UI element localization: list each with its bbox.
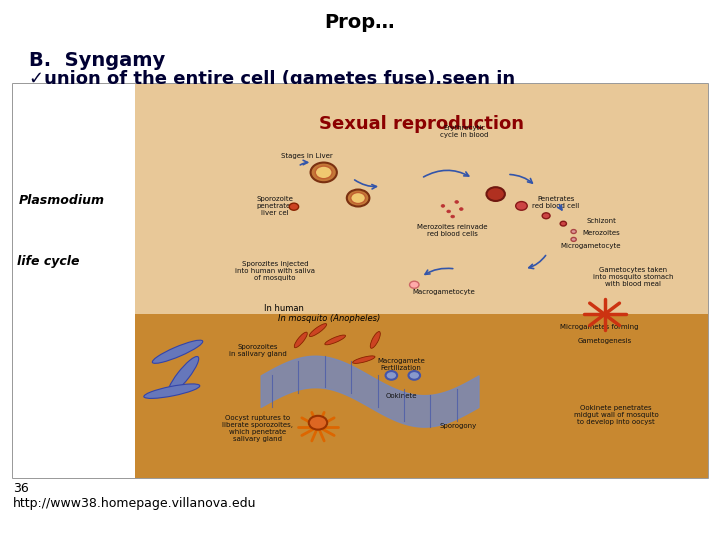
Text: Macrogamete
Fertilization: Macrogamete Fertilization: [377, 357, 425, 370]
Circle shape: [289, 203, 299, 210]
Text: Erythrocytic
cycle in blood: Erythrocytic cycle in blood: [440, 125, 488, 138]
Text: Macrogametocyte: Macrogametocyte: [413, 289, 475, 295]
Ellipse shape: [294, 332, 307, 348]
Text: Sporozoite
penetrates
liver cel: Sporozoite penetrates liver cel: [256, 196, 294, 216]
Ellipse shape: [370, 332, 380, 348]
Circle shape: [571, 238, 576, 241]
Text: B.  Syngamy: B. Syngamy: [29, 51, 165, 70]
Ellipse shape: [144, 384, 199, 399]
Text: apicomplexan: apicomplexan: [29, 87, 169, 105]
Text: In mosquito (Anopheles): In mosquito (Anopheles): [279, 314, 381, 322]
Text: Prop…: Prop…: [325, 14, 395, 32]
Bar: [135, 314, 708, 478]
Circle shape: [386, 371, 397, 380]
Text: Oocyst ruptures to
liberate sporozoites,
which penetrate
salivary gland: Oocyst ruptures to liberate sporozoites,…: [222, 415, 293, 442]
Text: Plasmodium: Plasmodium: [19, 194, 104, 207]
Circle shape: [455, 200, 459, 204]
Text: Schizont: Schizont: [587, 218, 616, 224]
Ellipse shape: [168, 356, 199, 394]
Circle shape: [516, 201, 527, 210]
Ellipse shape: [325, 335, 346, 345]
Circle shape: [571, 230, 576, 233]
Text: Merozoites reinvade
red blood cells: Merozoites reinvade red blood cells: [418, 224, 488, 237]
Text: Stages in Liver: Stages in Liver: [281, 153, 333, 159]
Bar: [13, 84, 135, 478]
Circle shape: [542, 213, 550, 219]
Circle shape: [408, 371, 420, 380]
Text: ✓union of the entire cell (gametes fuse),seen in: ✓union of the entire cell (gametes fuse)…: [29, 70, 515, 88]
Text: Microgametes forming: Microgametes forming: [559, 324, 638, 330]
Text: Gametocytes taken
into mosquito stomach
with blood meal: Gametocytes taken into mosquito stomach …: [593, 267, 673, 287]
Circle shape: [451, 215, 454, 218]
Text: Ookinete: Ookinete: [385, 393, 417, 399]
Circle shape: [309, 416, 327, 430]
Ellipse shape: [153, 340, 203, 363]
Text: In human: In human: [264, 305, 304, 313]
Text: Sporozoites
in salivary gland: Sporozoites in salivary gland: [229, 344, 287, 357]
Circle shape: [560, 221, 567, 226]
Circle shape: [310, 163, 337, 183]
Text: life cycle: life cycle: [17, 255, 80, 268]
Text: Gametogenesis: Gametogenesis: [577, 338, 631, 344]
Text: Sporogony: Sporogony: [440, 423, 477, 429]
Circle shape: [441, 205, 445, 207]
Text: http://www38.homepage.villanova.edu: http://www38.homepage.villanova.edu: [13, 497, 256, 510]
Circle shape: [459, 208, 463, 211]
Ellipse shape: [310, 323, 327, 336]
Text: Ookinete penetrates
midgut wall of mosquito
to develop into oocyst: Ookinete penetrates midgut wall of mosqu…: [574, 405, 658, 425]
Text: Sexual reproduction: Sexual reproduction: [319, 115, 523, 133]
Circle shape: [410, 281, 419, 288]
Text: Sporozites injected
into human with saliva
of mosquito: Sporozites injected into human with sali…: [235, 261, 315, 281]
Text: 36: 36: [13, 482, 29, 495]
Bar: [135, 84, 708, 314]
Circle shape: [347, 190, 369, 206]
Text: Merozoites: Merozoites: [583, 230, 621, 235]
Circle shape: [351, 192, 366, 204]
Ellipse shape: [353, 356, 375, 363]
Circle shape: [447, 210, 451, 213]
Text: Microgametocyte: Microgametocyte: [560, 244, 621, 249]
Circle shape: [315, 166, 332, 179]
Text: Penetrates
red blood cell: Penetrates red blood cell: [532, 196, 580, 209]
Circle shape: [487, 187, 505, 201]
Bar: [13, 84, 708, 478]
